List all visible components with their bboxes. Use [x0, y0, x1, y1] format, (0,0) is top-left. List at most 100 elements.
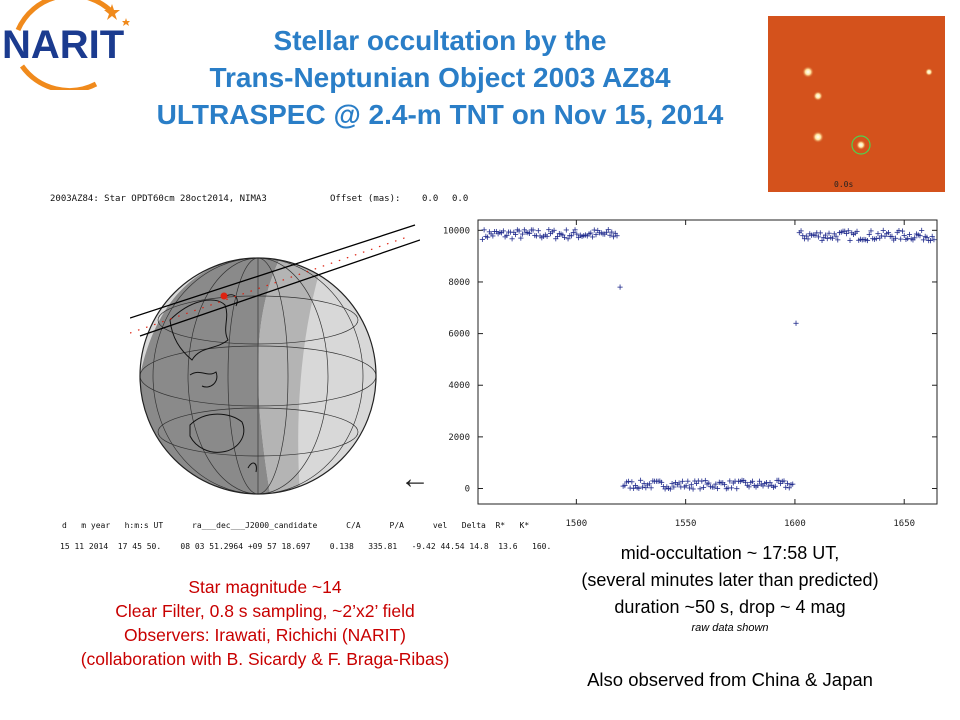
data-point — [702, 477, 708, 484]
night-side — [140, 258, 280, 494]
data-point — [572, 227, 578, 233]
data-point — [711, 484, 717, 490]
data-point — [679, 478, 686, 484]
plot-points — [479, 227, 937, 492]
light-curve-plot: 0 2000 4000 6000 8000 10000 1500 1550 1600 1650 — [443, 219, 938, 529]
data-point — [512, 231, 519, 238]
star — [813, 91, 823, 101]
data-point — [629, 479, 635, 485]
data-point — [919, 227, 925, 233]
data-point — [570, 229, 576, 236]
data-point — [479, 236, 485, 242]
data-point — [500, 228, 506, 234]
data-point — [519, 231, 526, 237]
data-point — [721, 482, 728, 488]
data-point — [845, 228, 851, 234]
data-point — [906, 231, 913, 238]
data-point — [734, 486, 740, 492]
data-point — [920, 237, 927, 243]
data-point — [646, 481, 652, 487]
data-point — [614, 233, 620, 239]
y-tick-label: 2000 — [448, 433, 470, 443]
data-point — [899, 228, 906, 234]
data-point — [609, 229, 615, 235]
data-point — [504, 232, 510, 239]
data-point — [822, 232, 829, 238]
prediction-table-header: d m year h:m:s UT ra___dec___J2000_candi… — [62, 521, 530, 530]
note-later: (several minutes later than predicted) — [581, 570, 879, 590]
note-magnitude: Star magnitude ~14 — [188, 577, 342, 597]
data-point — [706, 480, 712, 486]
data-point — [728, 485, 735, 491]
data-point — [561, 234, 568, 240]
data-point — [671, 484, 677, 490]
data-point — [713, 481, 719, 487]
data-point — [793, 320, 799, 326]
note-duration: duration ~50 s, drop ~ 4 mag — [614, 597, 846, 617]
x-tick-label: 1600 — [784, 519, 806, 529]
data-point — [873, 235, 879, 242]
twilight-band — [258, 258, 320, 494]
data-point — [805, 236, 811, 242]
data-point — [641, 480, 647, 487]
offset-label: Offset (mas): — [330, 194, 401, 204]
data-point — [912, 235, 918, 241]
data-point — [638, 477, 644, 483]
result-notes: mid-occultation ~ 17:58 UT, (several min… — [510, 540, 950, 635]
data-point — [929, 233, 935, 239]
data-point — [767, 480, 773, 486]
data-point — [625, 478, 631, 484]
data-point — [727, 478, 733, 484]
title-line-3: ULTRASPEC @ 2.4-m TNT on Nov 15, 2014 — [156, 99, 724, 131]
star-field — [802, 66, 933, 155]
data-point — [568, 233, 575, 239]
data-point — [643, 485, 649, 491]
data-point — [518, 235, 524, 241]
narit-logo: NARIT — [2, 0, 130, 90]
data-point — [639, 484, 645, 490]
data-point — [898, 236, 904, 242]
data-point — [610, 234, 617, 240]
data-point — [622, 482, 628, 489]
target-star — [856, 140, 866, 150]
data-point — [481, 227, 487, 233]
data-point — [648, 485, 654, 491]
data-point — [485, 234, 491, 240]
y-tick-label: 8000 — [448, 278, 470, 288]
data-point — [776, 477, 782, 483]
data-point — [892, 235, 899, 241]
data-point — [509, 236, 515, 242]
also-observed: Also observed from China & Japan — [587, 669, 873, 690]
star — [925, 68, 933, 76]
prediction-table-values: 15 11 2014 17 45 50. 08 03 51.2964 +09 5… — [60, 542, 552, 551]
data-point — [490, 233, 496, 239]
data-point — [574, 231, 580, 237]
data-point — [931, 237, 937, 243]
x-tick-label: 1650 — [893, 519, 915, 529]
data-point — [551, 227, 557, 233]
note-filter: Clear Filter, 0.8 s sampling, ~2’x2’ fie… — [115, 601, 415, 621]
note-raw-data: raw data shown — [691, 622, 769, 634]
title-line-1: Stellar occultation by the — [273, 25, 607, 56]
direction-arrow: ← — [400, 462, 430, 495]
data-point — [669, 481, 675, 487]
data-point — [868, 228, 874, 234]
data-point — [875, 231, 881, 237]
data-point — [617, 284, 623, 290]
data-point — [697, 486, 703, 492]
data-point — [817, 230, 823, 236]
shadow-path — [130, 224, 420, 337]
data-point — [847, 237, 853, 243]
data-point — [790, 481, 796, 487]
slide-title: Stellar occultation by the Trans-Neptuni… — [130, 22, 750, 134]
data-point — [742, 479, 749, 485]
data-point — [819, 237, 825, 243]
data-point — [843, 231, 850, 237]
data-point — [605, 227, 611, 233]
data-point — [765, 483, 771, 489]
data-point — [755, 482, 761, 489]
y-tick-label: 10000 — [443, 226, 470, 236]
data-point — [781, 478, 787, 484]
data-point — [772, 483, 778, 489]
globe-header: 2003AZ84: Star OPDT60cm 28oct2014, NIMA3… — [50, 194, 468, 204]
